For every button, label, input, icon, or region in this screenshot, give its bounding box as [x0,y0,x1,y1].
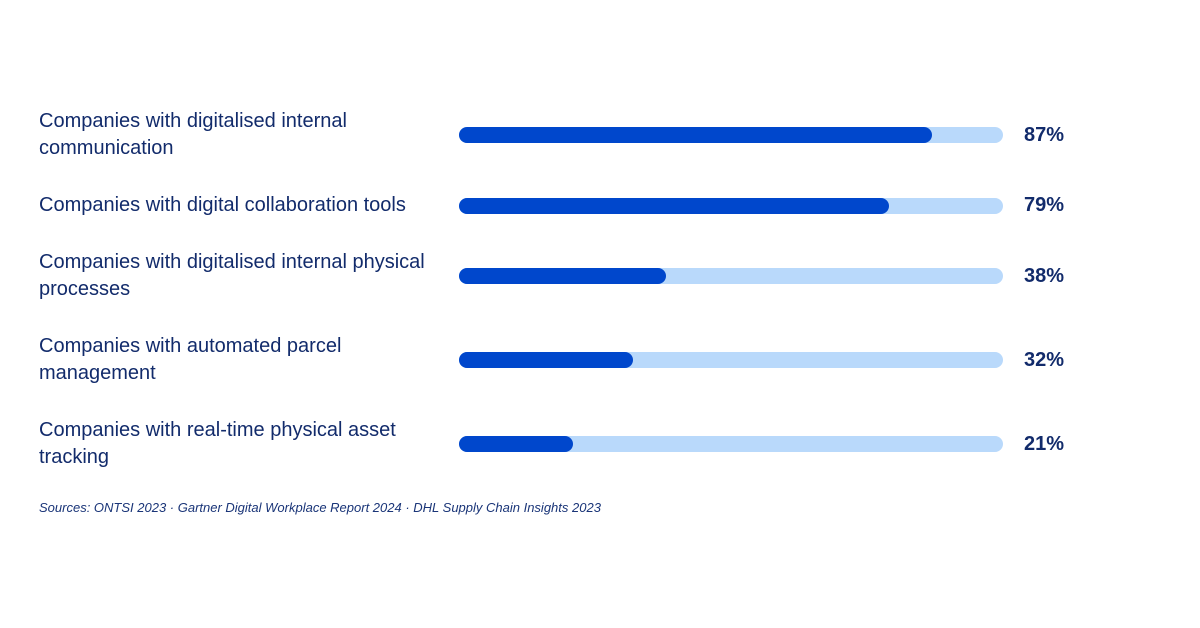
category-label: Companies with digitalised internal phys… [39,251,425,300]
bar-row: Companies with digitalised internal comm… [39,108,1064,162]
value-label: 87% [1024,123,1065,146]
value-label: 38% [1024,264,1065,287]
value-label: 32% [1024,348,1065,371]
bar-track [459,197,1003,214]
source-note: Sources: ONTSI 2023 · Gartner Digital Wo… [39,500,601,515]
bar-row: Companies with automated parcel manageme… [39,333,1064,387]
bar-track [459,127,1003,143]
bar-row: Companies with digital collaboration too… [39,192,1064,219]
category-label: Companies with real-time physical asset … [39,419,396,468]
bar [459,268,666,284]
value-label: 21% [1024,432,1065,455]
value-label: 79% [1024,194,1065,216]
bar-track [459,268,1003,284]
category-label: Companies with automated parcel manageme… [39,335,342,384]
bar [459,197,889,214]
bar-row: Companies with digitalised internal phys… [39,249,1064,303]
category-label: Companies with digital collaboration too… [39,194,406,216]
bar-row: Companies with real-time physical asset … [39,417,1064,471]
bar-track [459,436,1003,452]
bar-track [459,352,1003,368]
bar [459,436,574,452]
bar-list: Companies with digitalised internal comm… [39,108,1064,471]
category-label: Companies with digitalised internal comm… [39,110,347,159]
bar [459,352,634,368]
bar [459,127,933,143]
